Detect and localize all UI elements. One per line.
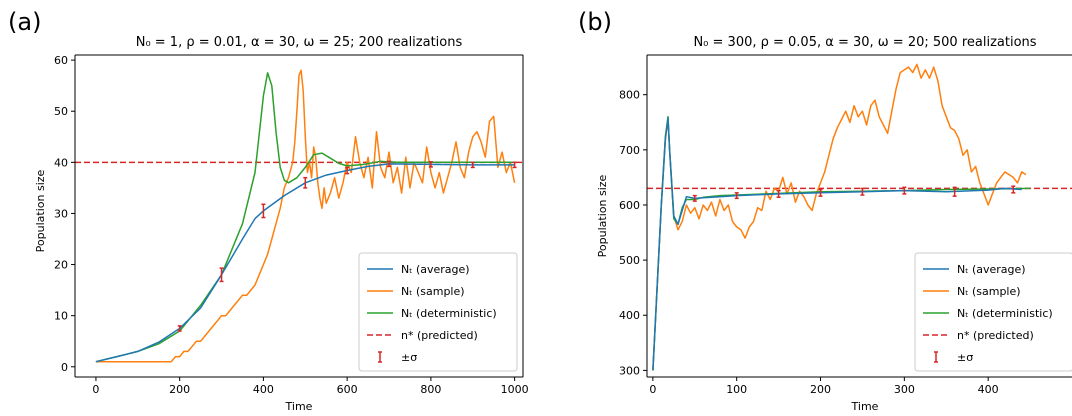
error-bar-a [470,161,475,169]
y-tick-label-b: 600 [619,199,640,212]
error-bar-b [818,188,823,197]
y-tick-label-a: 0 [61,361,68,374]
x-tick-label-a: 1000 [501,383,529,396]
panel-b: (b) N₀ = 300, ρ = 0.05, α = 30, ω = 20; … [578,8,1037,413]
legend-a: Nₜ (average) Nₜ (sample) Nₜ (deterministic… [358,252,518,372]
error-bar-b [1011,185,1016,194]
chart-title-b: N₀ = 300, ρ = 0.05, α = 30, ω = 20; 500 … [693,35,1036,50]
y-tick-label-a: 10 [54,310,68,323]
x-tick-label-a: 800 [420,383,441,396]
error-bar-b [952,186,957,197]
panel-label-a: (a) [8,8,41,36]
y-tick-label-a: 60 [54,54,68,67]
error-bar-b [734,192,739,200]
y-tick-label-a: 30 [54,207,68,220]
y-tick-label-a: 40 [54,156,68,169]
legend-label-sigma: ±σ [957,351,973,364]
y-axis-label-b: Population size [596,174,609,257]
series-line-average-b [652,117,1022,371]
legend-box-a [358,252,518,372]
error-bar-a [219,267,224,283]
error-bar-a [261,203,266,219]
x-tick-label-a: 600 [337,383,358,396]
axes-frame-b: 0 100 200 300 400 300 400 500 600 700 800 [619,54,1072,396]
y-tick-label-b: 800 [619,89,640,102]
legend-box-b [914,252,1072,372]
legend-label-deterministic: Nₜ (deterministic) [401,307,497,320]
plot-area-b [647,63,1072,371]
series-line-sample-b [652,63,1027,371]
error-bar-a [387,160,392,168]
error-bar-b [776,189,781,199]
error-bar-b [860,187,865,196]
y-tick-label-a: 50 [54,105,68,118]
y-tick-label-b: 500 [619,254,640,267]
x-axis-label-b: Time [851,400,879,413]
x-tick-label-b: 0 [649,383,656,396]
y-tick-label-a: 20 [54,259,68,272]
x-tick-label-a: 400 [253,383,274,396]
x-tick-label-a: 200 [169,383,190,396]
error-bar-a [345,166,350,175]
y-axis-label-a: Population size [34,169,47,252]
legend-label-predicted: n* (predicted) [401,329,478,342]
error-bar-b [902,186,907,195]
error-bar-a [512,161,517,169]
legend-b: Nₜ (average) Nₜ (sample) Nₜ (deterministic… [914,252,1072,372]
legend-label-sigma: ±σ [401,351,417,364]
legend-label-average: Nₜ (average) [957,263,1026,276]
plot-area-a [75,69,523,363]
chart-title-a: N₀ = 1, ρ = 0.01, α = 30, ω = 25; 200 re… [136,35,463,50]
axes-frame-a: 0 200 400 600 800 1000 0 10 20 30 40 50 60 [54,54,529,396]
legend-label-deterministic: Nₜ (deterministic) [957,307,1053,320]
error-bar-a [303,176,308,189]
x-tick-label-b: 400 [978,383,999,396]
x-tick-label-b: 100 [726,383,747,396]
error-bar-a [177,325,182,332]
x-axis-label-a: Time [285,400,313,413]
x-tick-label-b: 200 [810,383,831,396]
y-tick-label-b: 700 [619,144,640,157]
x-tick-label-a: 0 [92,383,99,396]
panel-label-b: (b) [578,8,612,36]
x-tick-label-b: 300 [894,383,915,396]
legend-label-sample: Nₜ (sample) [957,285,1021,298]
error-bar-a [428,161,433,168]
y-tick-label-b: 400 [619,309,640,322]
legend-label-average: Nₜ (average) [401,263,470,276]
error-bar-b [692,194,697,202]
legend-label-predicted: n* (predicted) [957,329,1034,342]
y-tick-label-b: 300 [619,364,640,377]
panel-a: (a) N₀ = 1, ρ = 0.01, α = 30, ω = 25; 20… [8,8,462,413]
legend-label-sample: Nₜ (sample) [401,285,465,298]
